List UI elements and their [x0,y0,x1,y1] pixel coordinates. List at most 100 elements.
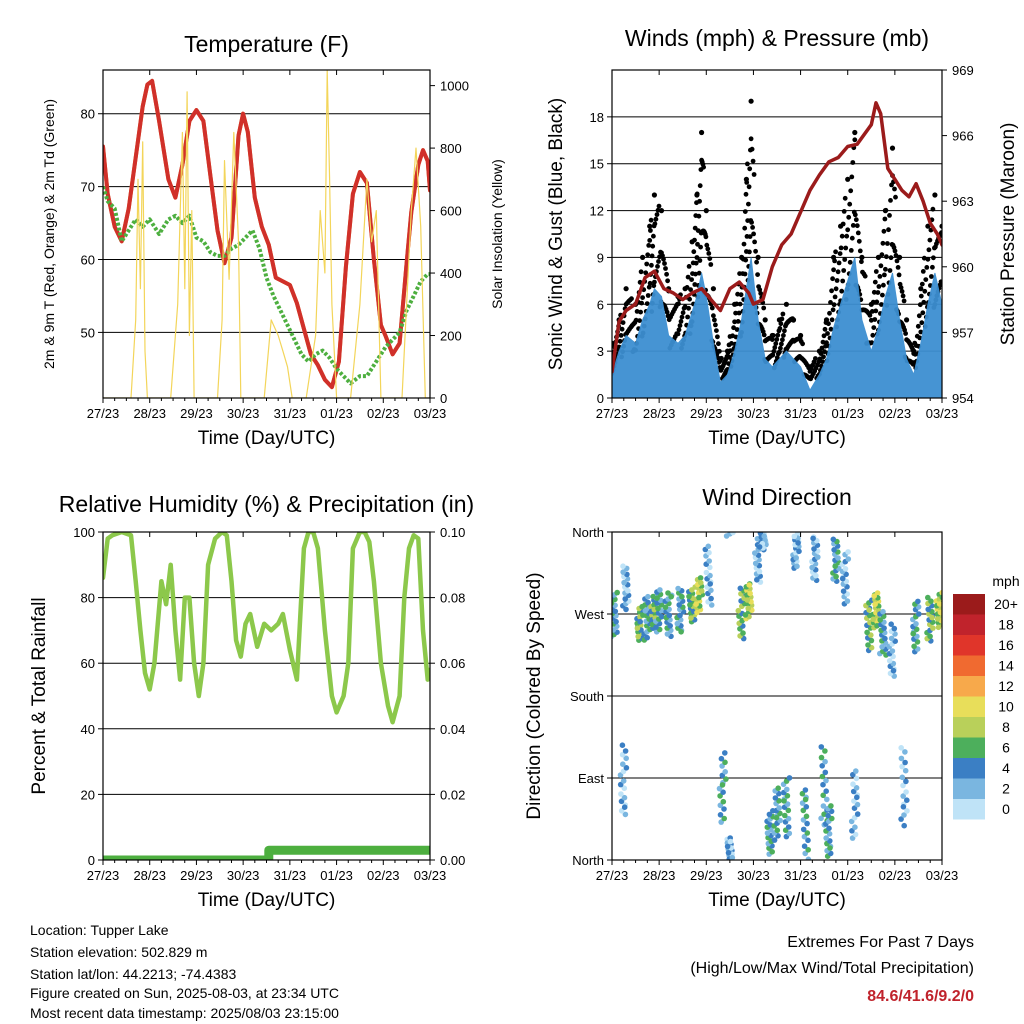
winds-gust-point [758,291,764,296]
winds-gust-point [706,251,712,256]
winds-gust-point [850,160,856,165]
winds-gust-peak [612,340,615,346]
direction-dir-point [666,612,673,619]
direction-xtick-label: 02/23 [879,868,912,883]
winds-gust-point [832,294,838,300]
direction-dir-point [618,791,624,797]
winds-gust-point [893,194,898,200]
temperature-series-1-line [103,78,430,390]
direction-dir-point [708,602,715,608]
winds-gust-point [777,326,783,331]
direction-dir-point [724,843,731,850]
winds-gust-point [939,230,942,235]
winds-gust-peak [889,145,896,151]
winds-gust-point [654,212,660,218]
direction-dir-point [785,815,792,822]
winds-gust-point [921,255,927,261]
direction-dir-point [620,563,626,569]
direction-colorbar-swatch [953,717,985,738]
humidity-title: Relative Humidity (%) & Precipitation (i… [59,491,474,517]
winds-gust-point [879,302,884,307]
winds-gust-point [899,289,905,294]
winds-gust-point [822,326,828,332]
winds-gust-point [685,314,690,320]
winds-gust-peak [868,301,874,307]
direction-dir-point [882,635,888,642]
direction-dir-point [784,786,790,793]
direction-dir-point [747,590,753,597]
humidity-xtick-label: 02/23 [367,868,400,883]
winds-gust-point [813,356,818,361]
direction-dir-point [716,785,723,792]
winds-gust-point [692,282,698,287]
winds-gust-point [780,311,786,317]
winds-gust-point [689,277,694,282]
direction-dir-point [794,563,800,570]
humidity-series-0-line [103,532,430,725]
direction-colorbar-label: 8 [1002,719,1010,735]
direction-ytick-label: East [578,771,604,786]
humidity-ylabel: Percent & Total Rainfall [29,597,50,794]
winds-gust-point [848,248,854,253]
direction-dir-point [813,572,819,579]
winds-gust-point [834,278,840,283]
winds-gust-point [638,269,644,275]
extremes-title: Extremes For Past 7 Days [787,934,974,951]
temperature-ytick-label: 80 [81,107,95,122]
direction-dir-point [622,748,629,754]
direction-dir-point [620,569,626,575]
direction-dir-point [674,620,681,627]
winds-gust-point [829,288,834,294]
direction-dir-point [818,744,825,750]
winds-gust-point [781,333,786,338]
direction-dir-point [936,601,942,607]
winds-gust-point [712,317,717,323]
direction-dir-point [620,761,626,767]
direction-dir-point [722,769,728,775]
winds-gust-point [714,328,719,333]
direction-dir-point [769,849,775,855]
direction-dir-point [898,816,904,822]
direction-colorbar-label: 16 [998,637,1014,653]
winds-gust-point [829,317,835,323]
winds-gust-point [749,220,754,225]
direction-dir-point [698,588,705,594]
direction-dir-point [825,812,831,819]
winds-gust-point [821,333,827,339]
winds-series-1-area [612,257,942,398]
winds-gust-point [839,233,845,239]
winds-ytick-label: 12 [590,204,604,219]
winds-gust-point [694,255,700,260]
winds-gust-point [924,265,930,270]
direction-dir-point [776,805,782,811]
winds-gust-point [873,269,879,274]
winds-gust-point [693,271,698,277]
winds-gust-point [662,261,667,266]
winds-gust-peak [882,208,889,214]
direction-dir-point [853,775,860,782]
direction-dir-point [774,827,781,834]
winds-gust-point [735,319,741,324]
winds-gust-point [773,341,779,346]
direction-dir-point [901,822,907,829]
direction-dir-point [665,590,671,596]
winds-gust-point [881,282,886,288]
winds-title: Winds (mph) & Pressure (mb) [625,25,929,51]
humidity-y2tick-label: 0.00 [440,853,465,868]
winds-gust-point [663,266,668,271]
winds-gust-point [930,206,936,212]
winds-gust-point [921,299,927,305]
direction-dir-point [785,807,792,814]
direction-dir-point [654,595,660,601]
humidity-xlabel: Time (Day/UTC) [198,890,336,911]
direction-dir-point [687,602,693,608]
temperature-series-3-line [103,70,430,398]
winds-gust-point [922,288,928,294]
winds-gust-point [877,274,883,279]
winds-gust-point [704,242,710,248]
direction-dir-point [803,804,810,810]
winds-gust-point [894,258,900,264]
direction-dir-point [840,588,847,594]
winds-gust-point [896,272,902,278]
direction-dir-point [827,845,833,851]
